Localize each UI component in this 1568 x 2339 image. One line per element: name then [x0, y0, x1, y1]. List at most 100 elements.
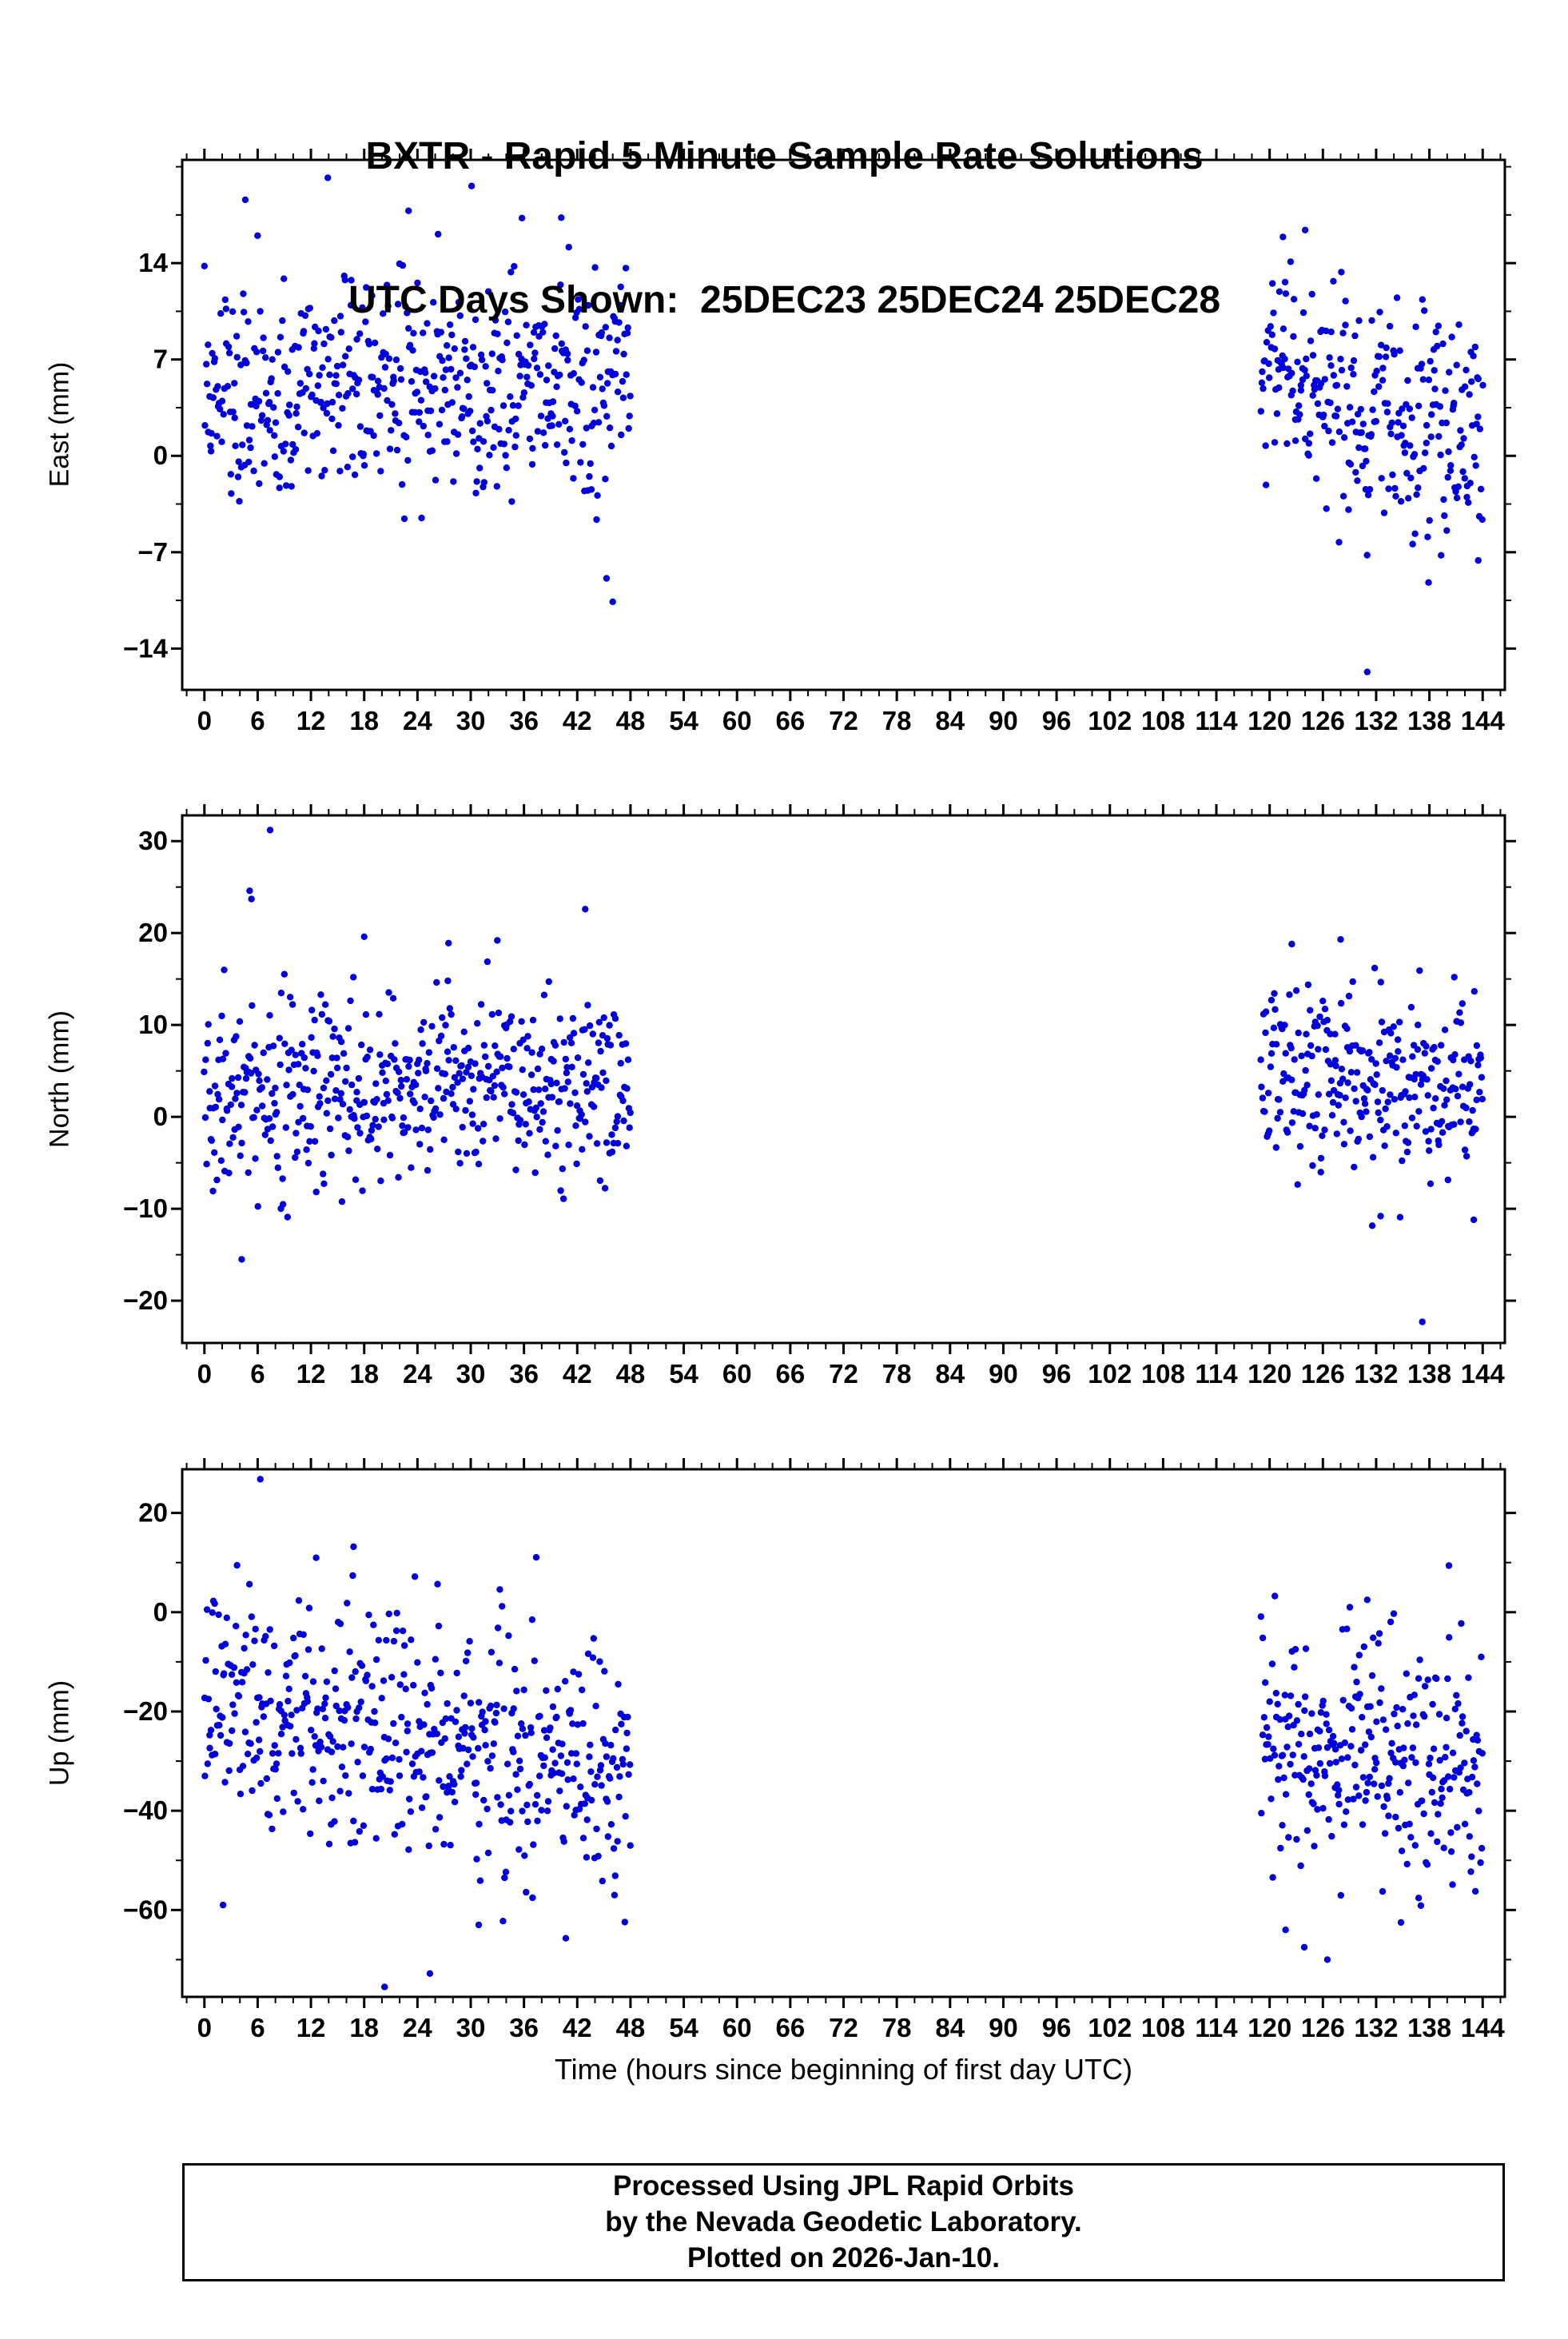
svg-text:42: 42 [563, 1359, 592, 1389]
chart-title: BXTR - Rapid 5 Minute Sample Rate Soluti… [365, 135, 1204, 177]
svg-text:60: 60 [722, 706, 752, 735]
svg-text:54: 54 [669, 1359, 698, 1389]
svg-text:138: 138 [1407, 1359, 1451, 1389]
svg-text:42: 42 [563, 706, 592, 735]
svg-text:114: 114 [1195, 1359, 1238, 1389]
svg-text:60: 60 [722, 1359, 752, 1389]
svg-text:102: 102 [1088, 2013, 1132, 2042]
svg-text:14: 14 [138, 248, 168, 277]
svg-text:72: 72 [829, 1359, 858, 1389]
y-axis-label-north: North (mm) [44, 1010, 75, 1148]
svg-text:108: 108 [1141, 706, 1185, 735]
svg-text:84: 84 [935, 1359, 965, 1389]
svg-text:132: 132 [1354, 1359, 1398, 1389]
svg-text:90: 90 [989, 706, 1018, 735]
svg-text:54: 54 [669, 706, 698, 735]
footer-box: Processed Using JPL Rapid Orbits by the … [182, 2163, 1505, 2281]
chart-subtitle: UTC Days Shown: 25DEC23 25DEC24 25DEC28 [348, 279, 1221, 321]
svg-text:84: 84 [935, 706, 965, 735]
svg-text:66: 66 [775, 1359, 805, 1389]
svg-text:72: 72 [829, 2013, 858, 2042]
svg-text:132: 132 [1354, 2013, 1398, 2042]
svg-text:90: 90 [989, 2013, 1018, 2042]
y-axis-label-east: East (mm) [44, 361, 75, 488]
svg-text:6: 6 [250, 1359, 265, 1389]
svg-text:30: 30 [456, 2013, 486, 2042]
svg-text:0: 0 [153, 1102, 168, 1131]
svg-text:0: 0 [153, 1597, 168, 1627]
svg-text:126: 126 [1301, 2013, 1345, 2042]
svg-text:132: 132 [1354, 706, 1398, 735]
svg-text:42: 42 [563, 2013, 592, 2042]
svg-text:−10: −10 [123, 1193, 168, 1223]
svg-text:−7: −7 [137, 537, 168, 567]
svg-text:78: 78 [882, 2013, 912, 2042]
svg-text:24: 24 [403, 2013, 432, 2042]
svg-text:6: 6 [250, 2013, 265, 2042]
svg-text:96: 96 [1042, 706, 1072, 735]
svg-text:90: 90 [989, 1359, 1018, 1389]
svg-text:138: 138 [1407, 2013, 1451, 2042]
svg-text:108: 108 [1141, 1359, 1185, 1389]
x-axis-label: Time (hours since beginning of first day… [555, 2053, 1132, 2086]
svg-text:96: 96 [1042, 2013, 1072, 2042]
svg-text:10: 10 [138, 1010, 168, 1039]
svg-text:0: 0 [197, 2013, 212, 2042]
svg-text:66: 66 [775, 706, 805, 735]
svg-text:−60: −60 [123, 1895, 168, 1924]
svg-text:48: 48 [616, 706, 646, 735]
svg-text:120: 120 [1248, 706, 1291, 735]
svg-text:18: 18 [349, 1359, 379, 1389]
svg-text:24: 24 [403, 1359, 432, 1389]
svg-text:30: 30 [456, 1359, 486, 1389]
svg-text:144: 144 [1461, 706, 1506, 735]
svg-text:72: 72 [829, 706, 858, 735]
svg-text:108: 108 [1141, 2013, 1185, 2042]
svg-text:66: 66 [775, 2013, 805, 2042]
svg-text:120: 120 [1248, 1359, 1291, 1389]
footer-line-1: Processed Using JPL Rapid Orbits [612, 2170, 1075, 2202]
svg-text:36: 36 [509, 1359, 539, 1389]
svg-text:96: 96 [1042, 1359, 1072, 1389]
svg-text:20: 20 [138, 1498, 168, 1528]
svg-text:18: 18 [349, 706, 379, 735]
svg-text:0: 0 [197, 1359, 212, 1389]
svg-text:18: 18 [349, 2013, 379, 2042]
svg-text:102: 102 [1088, 706, 1132, 735]
svg-text:84: 84 [935, 2013, 965, 2042]
svg-text:114: 114 [1195, 2013, 1238, 2042]
svg-text:7: 7 [153, 345, 168, 374]
svg-text:−40: −40 [123, 1795, 168, 1825]
svg-text:12: 12 [296, 706, 326, 735]
svg-text:126: 126 [1301, 1359, 1345, 1389]
svg-text:60: 60 [722, 2013, 752, 2042]
svg-text:120: 120 [1248, 2013, 1291, 2042]
svg-text:36: 36 [509, 706, 539, 735]
svg-text:30: 30 [456, 706, 486, 735]
svg-text:102: 102 [1088, 1359, 1132, 1389]
y-axis-label-up: Up (mm) [44, 1680, 75, 1787]
svg-text:0: 0 [197, 706, 212, 735]
title-block: BXTR - Rapid 5 Minute Sample Rate Soluti… [123, 37, 1446, 420]
svg-text:12: 12 [296, 1359, 326, 1389]
svg-text:20: 20 [138, 918, 168, 947]
svg-text:78: 78 [882, 706, 912, 735]
svg-text:36: 36 [509, 2013, 539, 2042]
svg-text:126: 126 [1301, 706, 1345, 735]
footer-line-3: Plotted on 2026-Jan-10. [687, 2242, 1000, 2273]
svg-text:144: 144 [1461, 1359, 1506, 1389]
svg-text:6: 6 [250, 706, 265, 735]
svg-text:0: 0 [153, 440, 168, 470]
svg-text:−20: −20 [123, 1696, 168, 1726]
svg-text:−20: −20 [123, 1285, 168, 1315]
svg-text:144: 144 [1461, 2013, 1506, 2042]
svg-text:114: 114 [1195, 706, 1238, 735]
svg-text:30: 30 [138, 826, 168, 855]
svg-text:−14: −14 [123, 633, 169, 663]
svg-text:24: 24 [403, 706, 432, 735]
svg-text:48: 48 [616, 1359, 646, 1389]
svg-text:54: 54 [669, 2013, 698, 2042]
svg-text:12: 12 [296, 2013, 326, 2042]
